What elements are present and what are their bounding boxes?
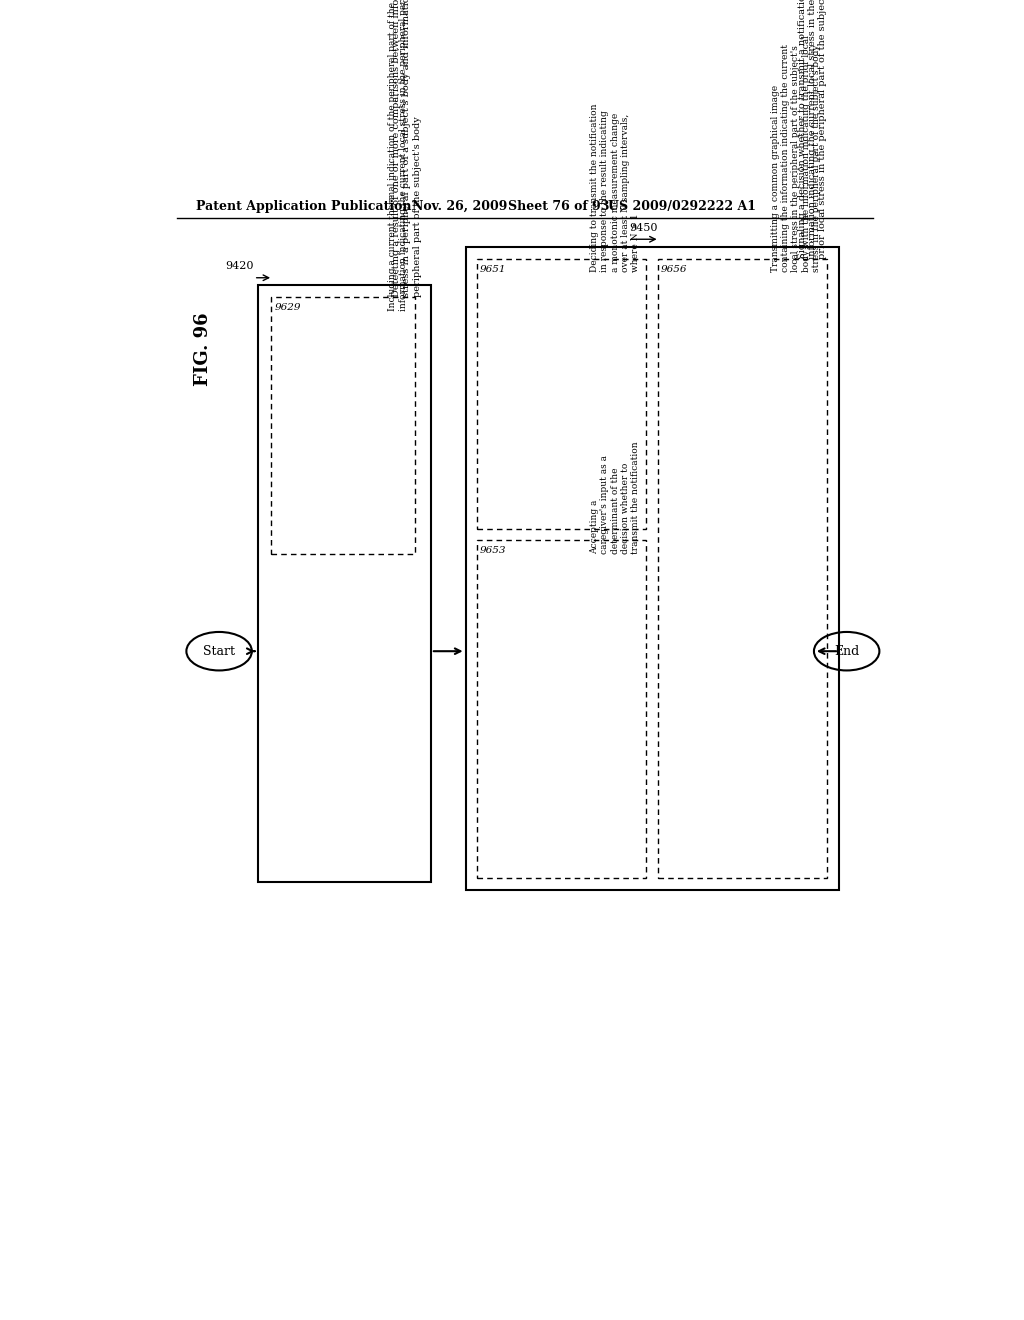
Text: Transmitting a common graphical image
containing the information indicating the : Transmitting a common graphical image co… [771,36,821,272]
Bar [658,259,827,878]
Bar [477,259,646,528]
Bar [477,540,646,878]
Text: End: End [834,644,859,657]
Bar [271,297,416,553]
Bar [466,247,839,890]
Text: 9420: 9420 [225,261,254,271]
Text: 9629: 9629 [274,304,301,312]
Text: FIG. 96: FIG. 96 [194,313,212,385]
Text: Nov. 26, 2009: Nov. 26, 2009 [412,199,507,213]
Text: Signaling a decision whether to transmit a notification in response to the resul: Signaling a decision whether to transmit… [798,0,827,259]
Text: 9653: 9653 [480,546,507,556]
Text: Start: Start [203,644,236,657]
Text: 9651: 9651 [480,264,507,273]
Text: Detecting a result of one or more comparisons between information indicating cur: Detecting a result of one or more compar… [392,0,422,297]
Text: Deciding to transmit the notification
in response to the result indicating
a mon: Deciding to transmit the notification in… [590,104,640,272]
Text: US 2009/0292222 A1: US 2009/0292222 A1 [608,199,756,213]
Text: 9656: 9656 [662,264,687,273]
Bar [258,285,431,882]
Text: Accepting a
caregiver's input as a
determinant of the
decision whether to
transm: Accepting a caregiver's input as a deter… [590,441,640,554]
Text: Patent Application Publication: Patent Application Publication [196,199,412,213]
Text: 9450: 9450 [629,223,657,232]
Text: Including a current thermal indication of the peripheral part of the subject's b: Including a current thermal indication o… [388,0,408,312]
Text: Sheet 76 of 93: Sheet 76 of 93 [508,199,609,213]
